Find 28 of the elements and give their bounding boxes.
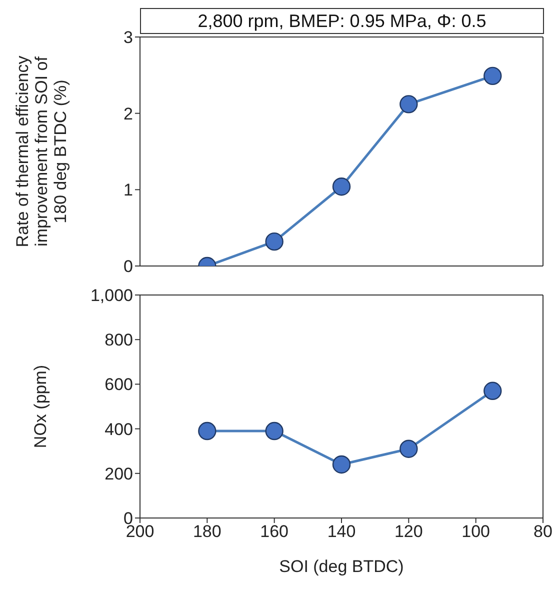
point — [265, 422, 284, 440]
y-tick-label: 800 — [104, 330, 133, 350]
point — [484, 382, 502, 400]
x-tick-label: 100 — [462, 522, 490, 542]
y-tick-label: 400 — [104, 420, 133, 439]
point — [400, 95, 418, 114]
y-tick-label: 2 — [124, 104, 133, 124]
x-tick-label: 160 — [260, 522, 289, 542]
point — [332, 455, 351, 474]
x-tick-label: 180 — [192, 522, 222, 542]
y-tick-label: 3 — [124, 28, 133, 48]
x-tick-label: 140 — [327, 522, 356, 542]
point — [400, 440, 418, 458]
y-tick-label: 0 — [124, 257, 133, 276]
y-tick-label: 1,000 — [90, 286, 133, 306]
y-axis-title: NOx (ppm) — [31, 364, 50, 448]
y-tick-label: 200 — [104, 464, 133, 484]
y-axis-title: Rate of thermal efficiency improvement from SOI of 180 deg BTDC (%) — [13, 55, 70, 248]
point — [332, 178, 351, 196]
x-tick-label: 80 — [534, 522, 552, 542]
point — [265, 232, 284, 251]
chart-title: 2,800 rpm, BMEP: 0.95 MPa, Φ: 0.5 — [140, 8, 544, 34]
point — [484, 66, 502, 86]
y-tick-label: 1 — [124, 180, 133, 200]
point — [198, 422, 216, 440]
x-axis-title: SOI (deg BTDC) — [279, 557, 404, 576]
x-tick-label: 120 — [394, 522, 423, 542]
y-tick-label: 600 — [104, 375, 133, 394]
